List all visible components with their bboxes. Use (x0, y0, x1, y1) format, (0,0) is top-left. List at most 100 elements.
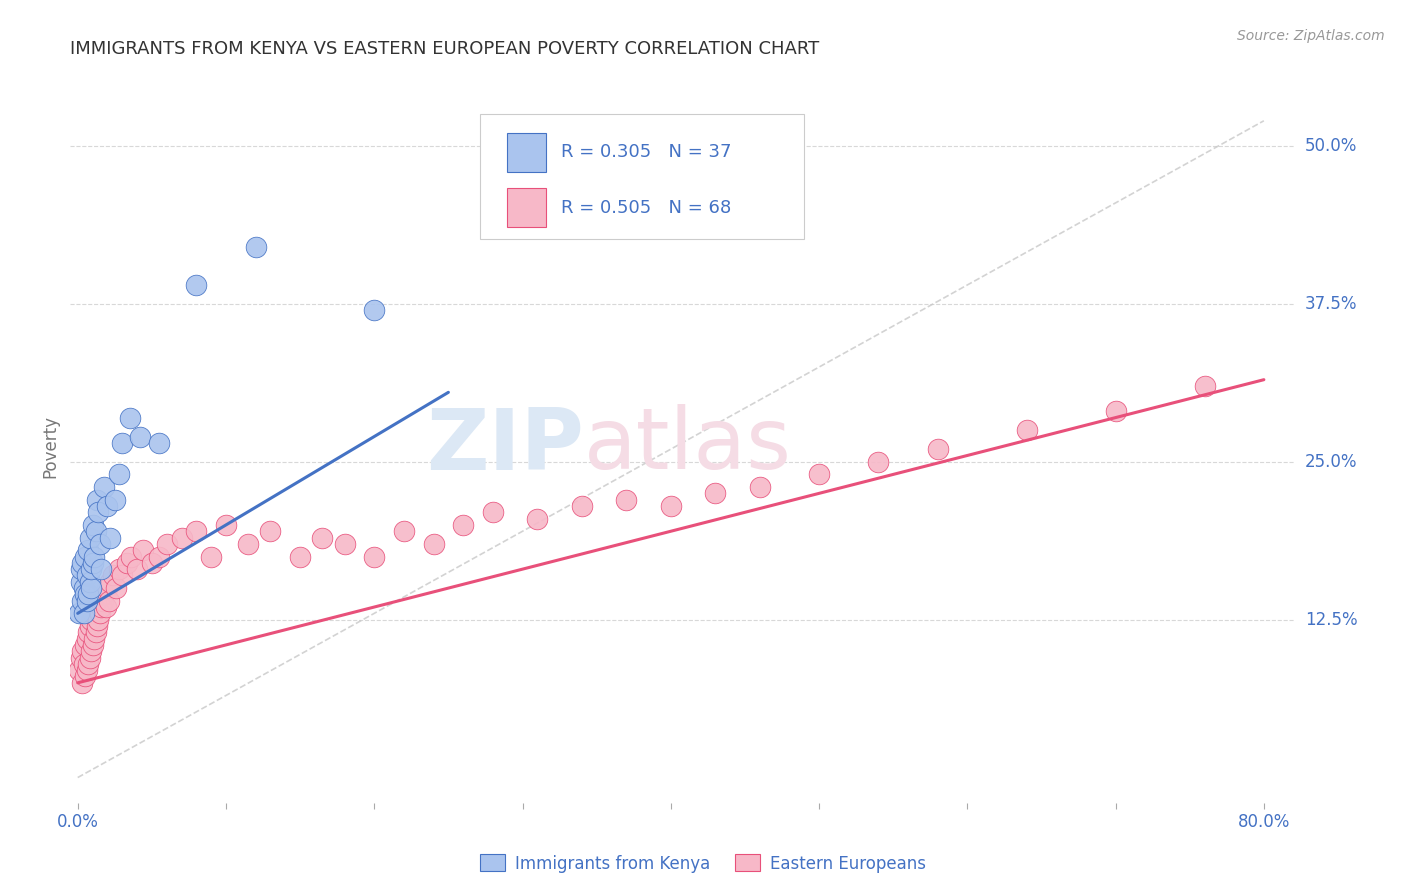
Point (67, 607, 90, 621)
Point (526, 511, 548, 525)
Point (148, 435, 170, 450)
Point (614, 492, 637, 507)
Point (75, 587, 97, 601)
Point (392, 524, 415, 539)
Point (70, 675, 93, 690)
Point (79, 650, 101, 665)
Point (98, 574, 121, 589)
Point (868, 455, 890, 469)
Point (80, 581, 103, 595)
Point (125, 562, 148, 576)
Point (482, 505, 505, 519)
Point (245, 240, 267, 254)
Point (148, 549, 170, 564)
Point (451, 517, 474, 532)
Point (87, 613, 110, 627)
Point (83, 549, 105, 564)
Point (72, 581, 94, 595)
Point (288, 549, 311, 564)
Point (84, 593, 107, 607)
Point (77, 587, 100, 601)
Point (97, 593, 120, 607)
Point (72, 657, 94, 671)
Point (86, 492, 108, 507)
Point (105, 581, 128, 595)
Point (80, 644, 103, 658)
Point (363, 549, 385, 564)
Point (72, 607, 94, 621)
Point (89, 607, 111, 621)
Point (90, 562, 112, 576)
Point (76, 593, 98, 607)
Point (94, 600, 117, 615)
Point (77, 543, 100, 558)
Point (93, 587, 115, 601)
Point (215, 517, 238, 532)
Point (91, 593, 114, 607)
Point (108, 562, 131, 576)
Point (69, 562, 91, 576)
Y-axis label: Poverty: Poverty (41, 415, 59, 477)
Point (422, 537, 444, 551)
Point (84, 524, 107, 539)
Point (111, 568, 134, 582)
Point (748, 480, 770, 494)
Point (115, 556, 138, 570)
Point (129, 429, 152, 443)
Point (82, 607, 104, 621)
Text: 12.5%: 12.5% (1305, 611, 1357, 629)
Point (96, 581, 118, 595)
Point (75, 669, 97, 683)
Point (808, 467, 831, 482)
Point (86, 619, 108, 633)
Point (186, 524, 208, 539)
Point (132, 543, 155, 558)
Point (69, 650, 91, 665)
FancyBboxPatch shape (508, 133, 546, 172)
Point (238, 537, 260, 551)
Point (333, 537, 356, 551)
Point (83, 632, 105, 646)
Point (659, 499, 682, 513)
Point (76, 568, 98, 582)
Point (77, 657, 100, 671)
Point (259, 524, 281, 539)
Text: atlas: atlas (583, 404, 792, 488)
Point (93, 480, 115, 494)
Point (80, 562, 103, 576)
Text: 37.5%: 37.5% (1305, 295, 1357, 313)
Point (103, 568, 125, 582)
Point (76, 632, 98, 646)
Point (927, 442, 949, 457)
Point (108, 467, 131, 482)
Point (87, 505, 110, 519)
Point (141, 556, 163, 570)
Point (75, 638, 97, 652)
Point (76, 663, 98, 677)
Point (170, 531, 193, 545)
Point (156, 537, 179, 551)
Point (67, 663, 90, 677)
Point (75, 549, 97, 564)
Text: R = 0.305   N = 37: R = 0.305 N = 37 (561, 144, 731, 161)
Text: R = 0.505   N = 68: R = 0.505 N = 68 (561, 199, 731, 217)
Point (118, 410, 141, 425)
Point (77, 625, 100, 640)
Point (79, 531, 101, 545)
Point (83, 600, 105, 615)
Point (84, 625, 107, 640)
Point (311, 531, 333, 545)
Text: 25.0%: 25.0% (1305, 453, 1357, 471)
Point (120, 549, 142, 564)
Point (70, 644, 93, 658)
Point (1194, 379, 1216, 393)
Point (82, 517, 104, 532)
Point (200, 549, 222, 564)
Point (704, 486, 727, 500)
Point (111, 435, 134, 450)
Text: 50.0%: 50.0% (1305, 137, 1357, 155)
Legend: Immigrants from Kenya, Eastern Europeans: Immigrants from Kenya, Eastern Europeans (474, 847, 932, 880)
Point (89, 537, 111, 551)
Point (363, 303, 385, 318)
Text: ZIP: ZIP (426, 404, 583, 488)
